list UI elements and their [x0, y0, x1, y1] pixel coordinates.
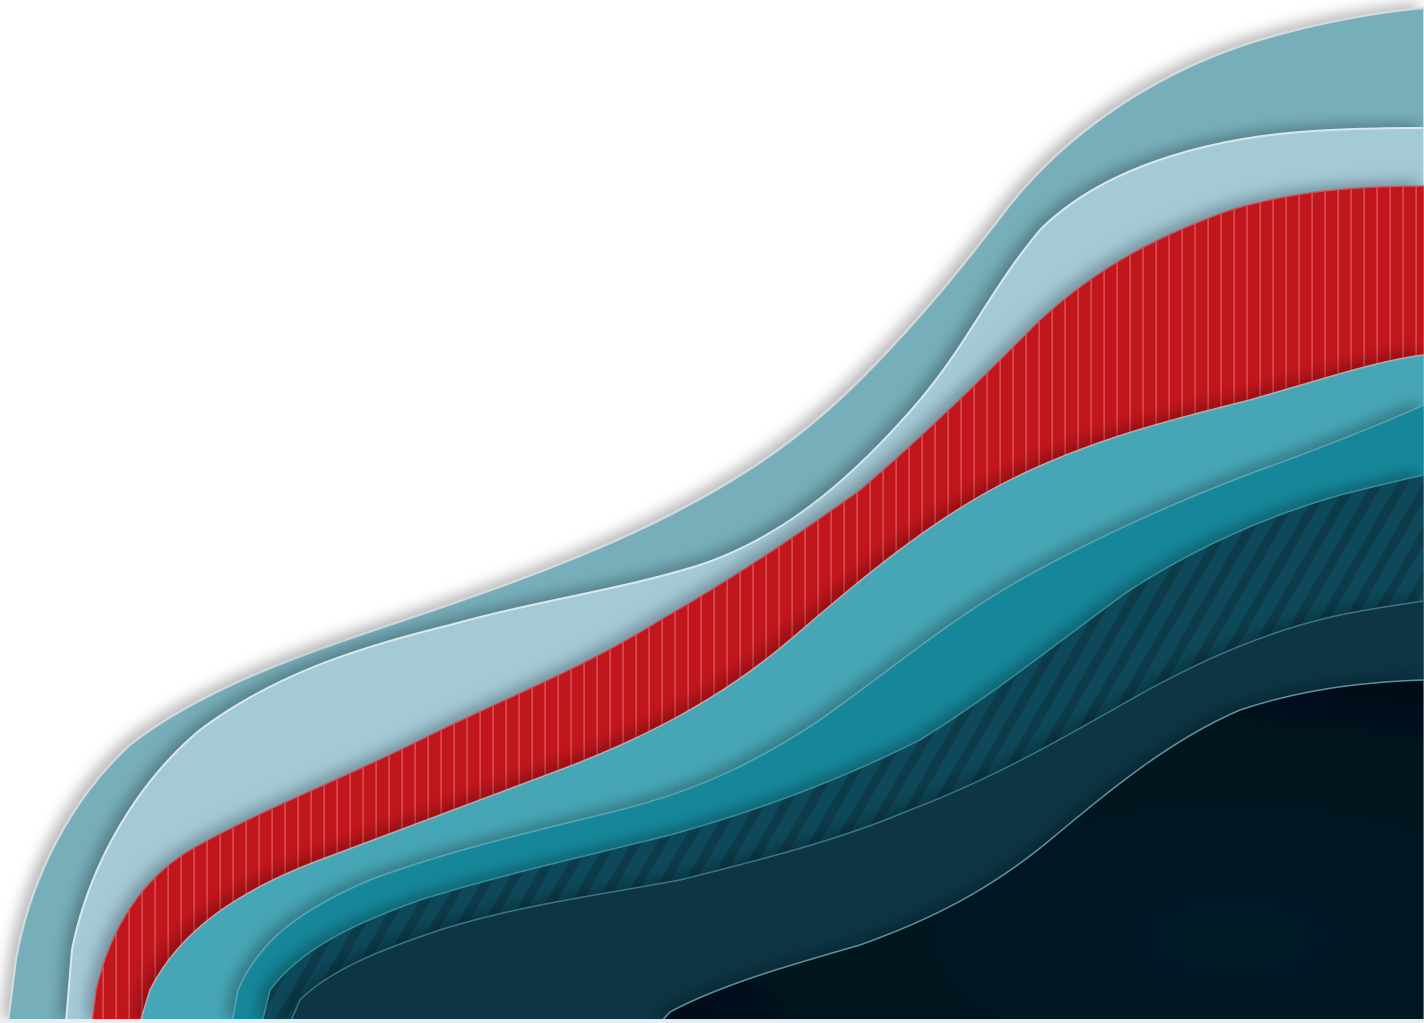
bottom-edge [0, 1019, 1424, 1023]
navy-core-wave [658, 679, 1424, 1023]
